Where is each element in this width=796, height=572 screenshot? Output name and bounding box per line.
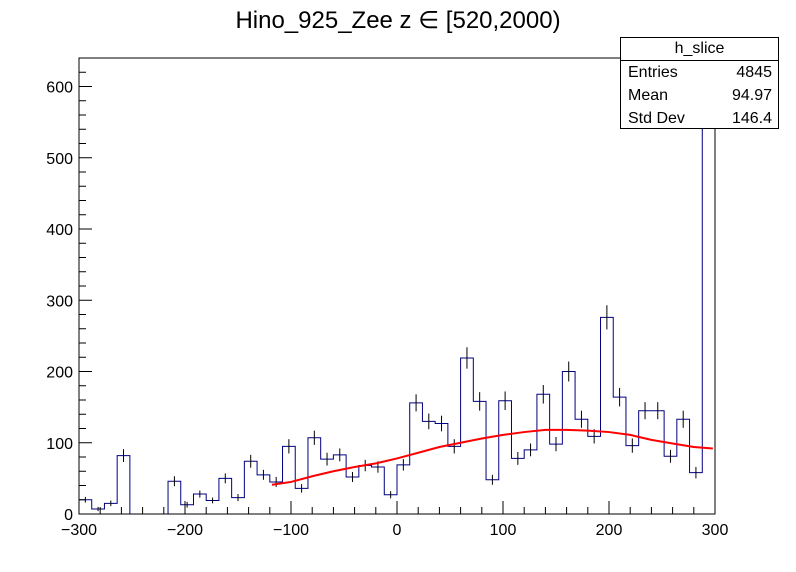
- x-tick-label: 300: [702, 522, 729, 539]
- histogram-bar: [397, 465, 410, 514]
- x-tick-label: −100: [273, 522, 309, 539]
- stats-row-stddev: Std Dev 146.4: [621, 108, 778, 130]
- stats-value: 146.4: [731, 110, 772, 127]
- error-bars-group: [84, 78, 716, 512]
- histogram-bar: [486, 480, 499, 514]
- histogram-bar: [601, 317, 614, 514]
- stats-row-mean: Mean 94.97: [621, 85, 778, 107]
- x-tick-label: −200: [167, 522, 203, 539]
- histogram-bar: [219, 478, 232, 514]
- histogram-bar: [651, 411, 664, 514]
- stats-label: Mean: [628, 87, 669, 104]
- histogram-outline: [78, 95, 716, 515]
- y-tick-label: 400: [46, 222, 73, 239]
- histogram-bar: [537, 394, 550, 514]
- stats-row-entries: Entries 4845: [621, 62, 778, 84]
- histogram-bar: [359, 466, 372, 514]
- x-tick-label: −300: [61, 522, 97, 539]
- y-tick-label: 100: [46, 436, 73, 453]
- histogram-bar: [473, 401, 486, 514]
- stats-value: 4845: [736, 64, 772, 81]
- fit-curve: [271, 428, 713, 486]
- stats-box-title: h_slice: [621, 38, 778, 61]
- histogram-bars-group: [78, 95, 716, 515]
- histogram-bar: [346, 477, 359, 514]
- x-tick-label: 100: [490, 522, 517, 539]
- histogram-bar: [575, 419, 588, 514]
- y-tick-label: 500: [46, 151, 73, 168]
- histogram-bar: [639, 411, 652, 514]
- histogram-bar: [664, 456, 677, 514]
- histogram-bar: [677, 419, 690, 514]
- histogram-bar: [257, 475, 270, 514]
- histogram-bar: [613, 397, 626, 514]
- histogram-bar: [435, 424, 448, 514]
- histogram-bar: [422, 421, 435, 514]
- histogram-bar: [333, 455, 346, 514]
- histogram-bar: [690, 473, 703, 514]
- x-tick-label: 0: [393, 522, 402, 539]
- histogram-bar: [499, 401, 512, 514]
- histogram-bar: [321, 459, 334, 514]
- y-tick-label: 0: [64, 507, 73, 524]
- histogram-bar: [626, 446, 639, 514]
- histogram-bar: [372, 467, 385, 514]
- histogram-bar: [283, 446, 296, 514]
- stats-label: Entries: [628, 64, 678, 81]
- histogram-bar: [461, 358, 474, 514]
- stats-label: Std Dev: [628, 110, 685, 127]
- y-tick-label: 200: [46, 365, 73, 382]
- axes-group: −300 −200 −100 0 100 200 300 0 100 200 300 400 500 60…: [46, 57, 729, 539]
- histogram-bar: [550, 444, 563, 514]
- histogram-bar: [588, 436, 601, 514]
- stats-value: 94.97: [731, 87, 772, 104]
- fit-curve-group: [271, 428, 713, 486]
- histogram-bar: [117, 456, 130, 514]
- x-tick-label: 200: [596, 522, 623, 539]
- histogram-bar: [524, 450, 537, 514]
- histogram-bar: [448, 446, 461, 514]
- histogram-bar: [511, 458, 524, 514]
- histogram-bar: [562, 372, 575, 515]
- histogram-bar: [410, 403, 423, 514]
- stats-box: h_slice Entries 4845 Mean 94.97 Std Dev …: [620, 37, 779, 129]
- histogram-bar: [702, 96, 715, 514]
- y-tick-label: 300: [46, 293, 73, 310]
- chart-title: Hino_925_Zee z ∈ [520,2000): [235, 7, 561, 34]
- histogram-bar: [244, 461, 257, 514]
- y-tick-label: 600: [46, 80, 73, 97]
